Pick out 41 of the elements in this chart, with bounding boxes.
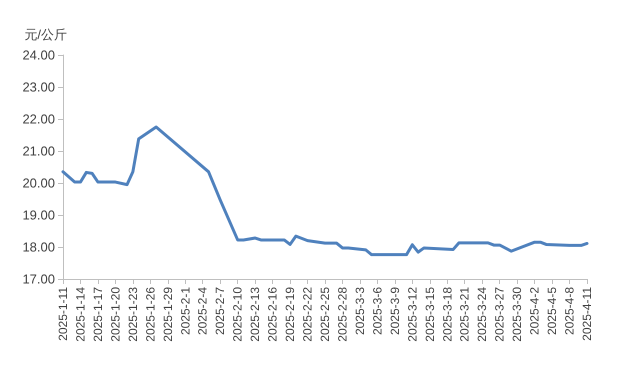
- x-tick-label: 2025-3-3: [352, 286, 367, 336]
- y-tick-label: 18.00: [22, 240, 55, 254]
- y-tick-label: 20.00: [22, 176, 55, 190]
- x-tick-label: 2025-1-26: [143, 286, 158, 342]
- x-tick-label: 2025-1-29: [160, 286, 175, 342]
- y-tick-label: 24.00: [22, 48, 55, 62]
- x-tick-label: 2025-2-7: [213, 286, 228, 336]
- y-tick-label: 21.00: [22, 144, 55, 158]
- y-tick-label: 19.00: [22, 208, 55, 222]
- x-tick-label: 2025-4-2: [528, 286, 542, 336]
- x-tick-label: 2025-2-1: [178, 286, 192, 336]
- x-tick-label: 2025-3-15: [422, 286, 437, 342]
- x-tick-label: 2025-1-14: [73, 286, 88, 342]
- x-tick-label: 2025-3-27: [492, 286, 507, 342]
- x-tick-label: 2025-2-10: [230, 286, 245, 342]
- x-tick-label: 2025-2-13: [248, 286, 262, 342]
- y-tick-label: 17.00: [22, 272, 55, 286]
- x-tick-label: 2025-3-9: [388, 286, 402, 336]
- x-tick-label: 2025-2-28: [335, 286, 350, 342]
- x-tick-label: 2025-2-4: [196, 286, 210, 336]
- x-tick-label: 2025-2-25: [318, 286, 332, 342]
- x-tick-label: 2025-1-11: [56, 286, 70, 341]
- x-tick-label: 2025-4-5: [545, 286, 560, 336]
- x-tick-label: 2025-3-12: [405, 286, 420, 342]
- x-tick-label: 2025-4-11: [580, 286, 594, 341]
- x-tick-label: 2025-2-19: [283, 286, 298, 342]
- x-tick-label: 2025-2-16: [266, 286, 280, 342]
- line-series: [62, 126, 588, 256]
- x-tick-label: 2025-1-20: [108, 286, 122, 342]
- x-tick-label: 2025-3-30: [510, 286, 524, 342]
- y-axis-title: 元/公斤: [24, 27, 67, 42]
- x-tick-label: 2025-2-22: [300, 286, 315, 342]
- x-tick-label: 2025-4-8: [562, 286, 577, 336]
- x-tick-label: 2025-1-23: [126, 286, 140, 342]
- y-tick-label: 23.00: [22, 80, 55, 94]
- x-tick-label: 2025-3-24: [475, 286, 490, 342]
- x-tick-label: 2025-3-18: [440, 286, 454, 342]
- x-tick-label: 2025-3-21: [458, 286, 472, 342]
- x-tick-label: 2025-3-6: [370, 286, 384, 336]
- y-tick-label: 22.00: [22, 112, 55, 126]
- x-tick-label: 2025-1-17: [90, 286, 105, 342]
